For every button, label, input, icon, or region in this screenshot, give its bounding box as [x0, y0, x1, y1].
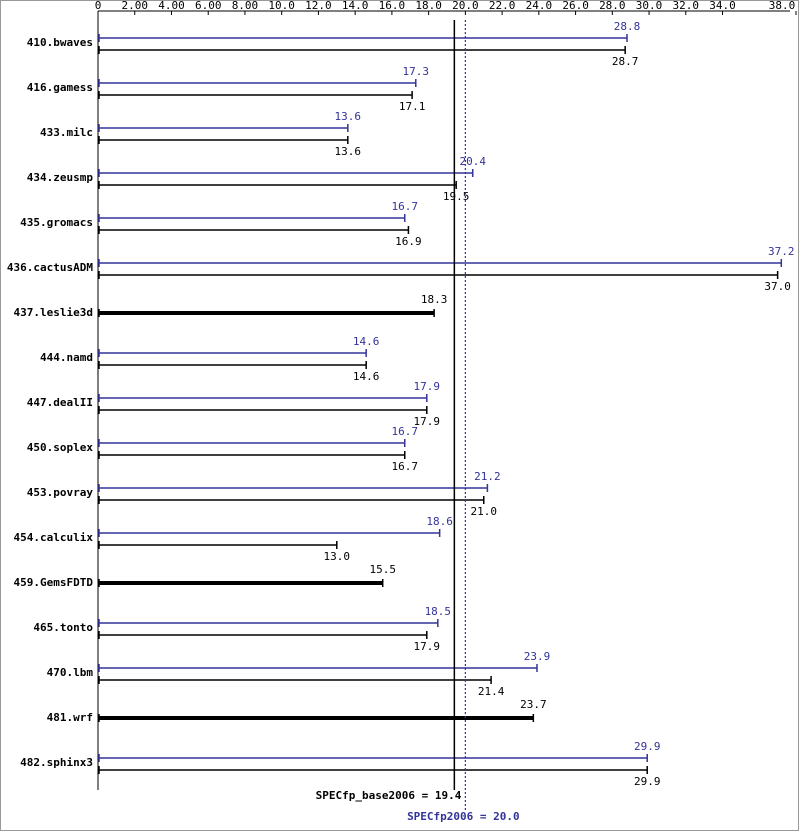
category-label: 433.milc [40, 126, 93, 139]
x-tick-label: 16.0 [379, 0, 406, 12]
x-tick-label: 6.00 [195, 0, 222, 12]
category-label: 437.leslie3d [14, 306, 93, 319]
x-tick-label: 20.0 [452, 0, 479, 12]
value-label: 37.0 [764, 280, 791, 293]
x-tick-label: 24.0 [526, 0, 553, 12]
category-label: 436.cactusADM [7, 261, 93, 274]
value-label: 16.7 [392, 425, 419, 438]
value-label: 14.6 [353, 335, 380, 348]
category-label: 447.dealII [27, 396, 93, 409]
category-label: 416.gamess [27, 81, 93, 94]
value-label: 21.2 [474, 470, 501, 483]
category-label: 481.wrf [47, 711, 93, 724]
value-label: 17.3 [403, 65, 430, 78]
x-tick-label: 28.0 [599, 0, 626, 12]
x-tick-label: 2.00 [121, 0, 148, 12]
x-tick-label: 30.0 [636, 0, 663, 12]
category-label: 482.sphinx3 [20, 756, 93, 769]
x-tick-label: 4.00 [158, 0, 185, 12]
reference-label: SPECfp_base2006 = 19.4 [316, 789, 462, 802]
value-label: 28.8 [614, 20, 641, 33]
x-tick-label: 14.0 [342, 0, 369, 12]
value-label: 13.6 [335, 110, 362, 123]
category-label: 459.GemsFDTD [14, 576, 94, 589]
value-label: 20.4 [459, 155, 486, 168]
value-label: 16.7 [392, 460, 419, 473]
value-label: 37.2 [768, 245, 795, 258]
x-tick-label: 18.0 [415, 0, 442, 12]
x-tick-label: 38.0 [769, 0, 796, 12]
value-label: 17.9 [414, 640, 441, 653]
x-tick-label: 34.0 [709, 0, 736, 12]
x-tick-label: 22.0 [489, 0, 516, 12]
value-label: 21.4 [478, 685, 505, 698]
value-label: 23.9 [524, 650, 551, 663]
value-label: 18.5 [425, 605, 452, 618]
value-label: 15.5 [369, 563, 396, 576]
category-label: 434.zeusmp [27, 171, 94, 184]
x-tick-label: 26.0 [562, 0, 589, 12]
category-label: 444.namd [40, 351, 93, 364]
value-label: 16.7 [392, 200, 419, 213]
x-tick-label: 10.0 [268, 0, 295, 12]
category-label: 470.lbm [47, 666, 94, 679]
value-label: 18.3 [421, 293, 448, 306]
category-label: 410.bwaves [27, 36, 93, 49]
value-label: 21.0 [470, 505, 497, 518]
reference-label: SPECfp2006 = 20.0 [407, 810, 520, 823]
value-label: 13.6 [335, 145, 362, 158]
value-label: 29.9 [634, 740, 661, 753]
category-label: 435.gromacs [20, 216, 93, 229]
value-label: 17.1 [399, 100, 426, 113]
category-label: 453.povray [27, 486, 94, 499]
x-tick-label: 12.0 [305, 0, 332, 12]
category-label: 465.tonto [33, 621, 93, 634]
value-label: 17.9 [414, 380, 441, 393]
value-label: 14.6 [353, 370, 380, 383]
x-tick-label: 0 [95, 0, 102, 12]
category-label: 454.calculix [14, 531, 94, 544]
value-label: 29.9 [634, 775, 661, 788]
value-label: 13.0 [324, 550, 351, 563]
value-label: 23.7 [520, 698, 547, 711]
value-label: 16.9 [395, 235, 422, 248]
value-label: 17.9 [414, 415, 441, 428]
value-label: 18.6 [426, 515, 453, 528]
x-tick-label: 32.0 [673, 0, 700, 12]
category-label: 450.soplex [27, 441, 94, 454]
x-tick-label: 8.00 [232, 0, 259, 12]
value-label: 19.5 [443, 190, 470, 203]
value-label: 28.7 [612, 55, 639, 68]
